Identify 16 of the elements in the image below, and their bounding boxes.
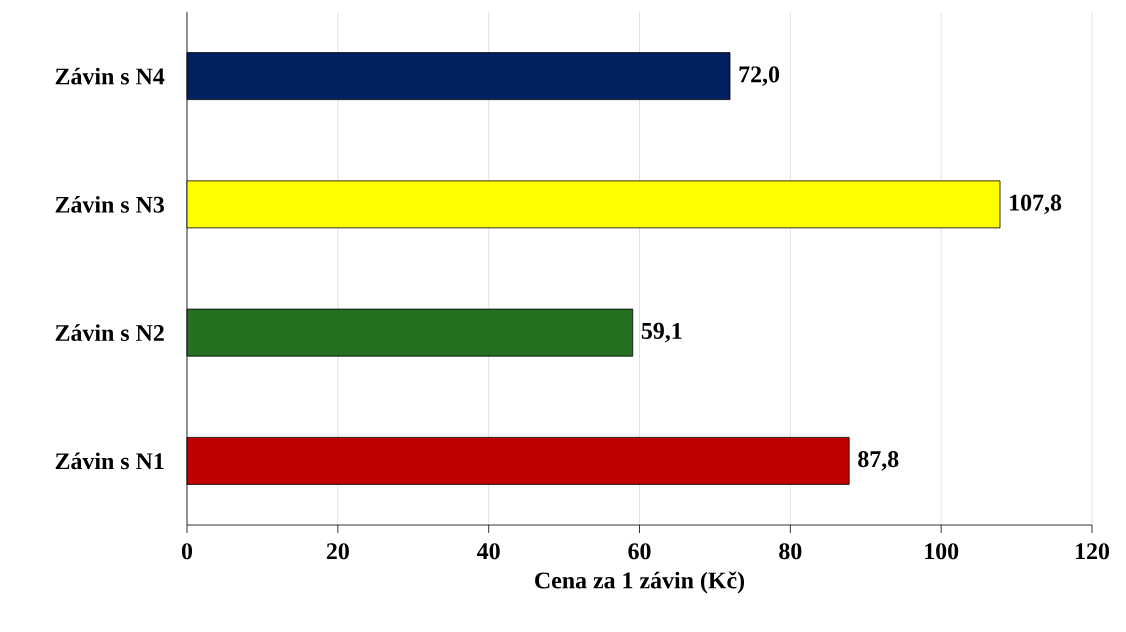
x-tick-label: 40 <box>477 543 500 560</box>
data-label: 72,0 <box>739 66 780 86</box>
y-tick-label: Závin s N2 <box>55 324 164 342</box>
y-tick-label: Závin s N1 <box>55 452 164 470</box>
x-axis-title: Cena za 1 závin (Kč) <box>535 571 745 594</box>
y-tick-label: Závin s N4 <box>55 67 165 85</box>
y-tick-label: Závin s N3 <box>55 195 164 213</box>
data-label: 107,8 <box>1010 194 1062 215</box>
x-tick-label: 100 <box>925 543 959 560</box>
data-label: 87,8 <box>858 451 899 471</box>
x-tick-label: 0 <box>181 543 193 560</box>
x-tick-label: 120 <box>1076 543 1110 560</box>
data-label: 59,1 <box>641 322 682 343</box>
x-tick-label: 60 <box>628 543 651 560</box>
x-tick-label: 80 <box>779 543 802 560</box>
x-tick-label: 20 <box>326 543 349 560</box>
